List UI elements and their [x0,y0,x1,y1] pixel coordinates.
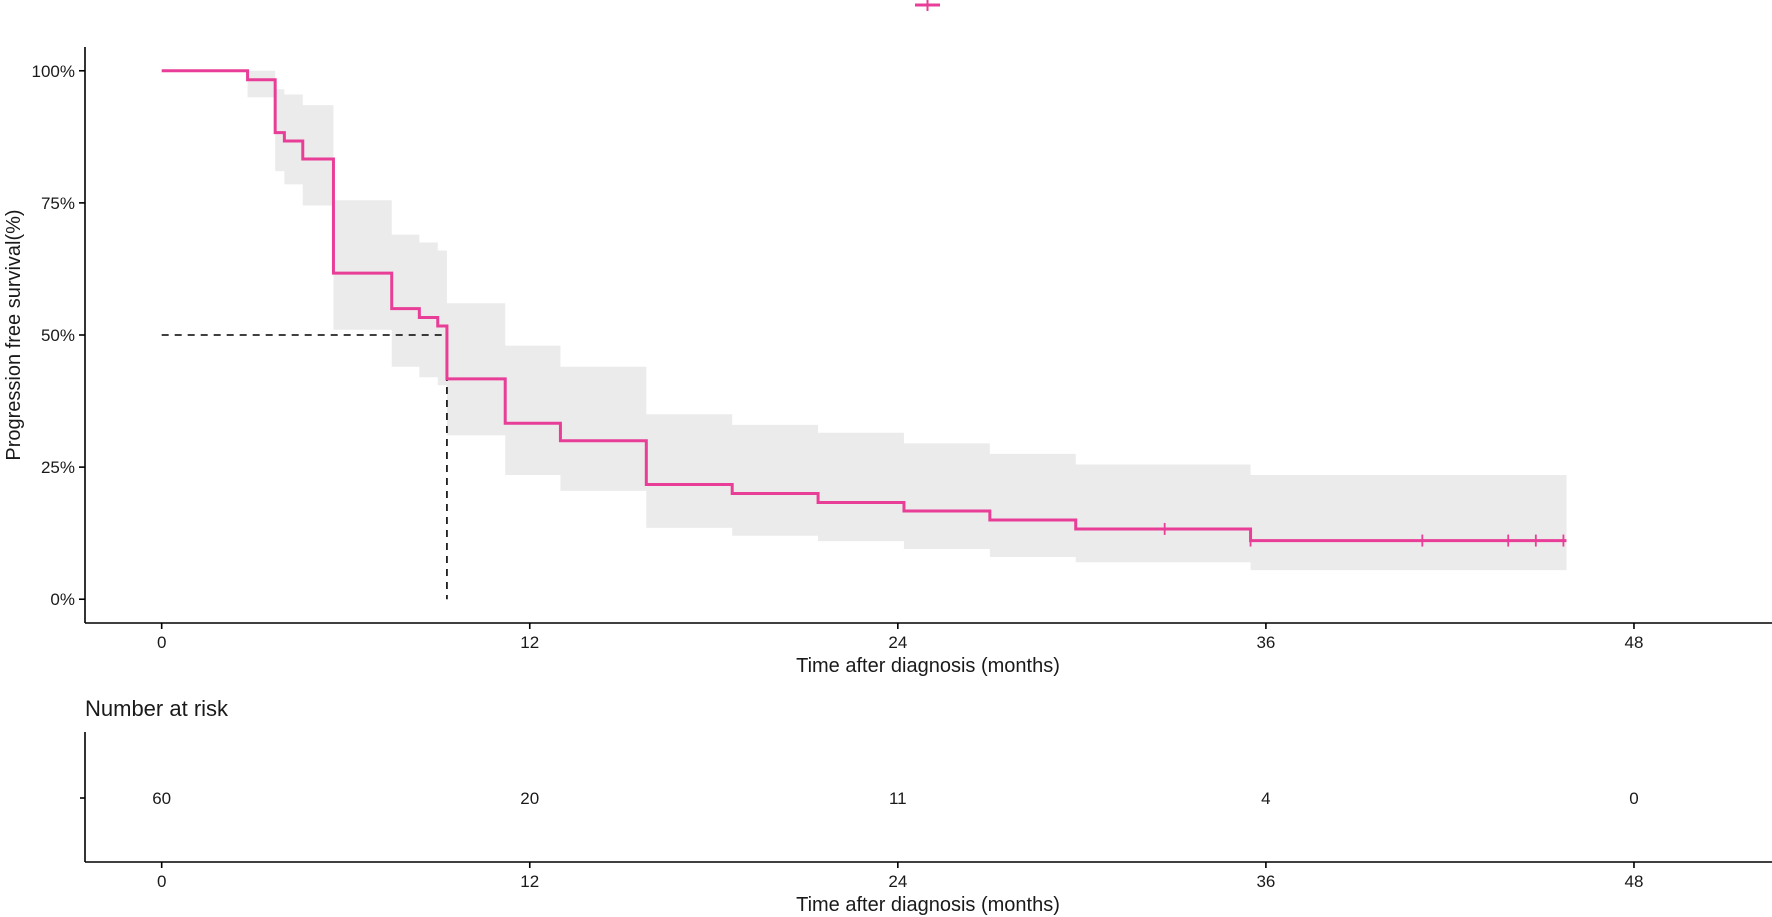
risk-x-tick-label: 36 [1256,872,1275,891]
y-tick-label: 75% [41,194,75,213]
risk-table-x-ticks: 0 12 24 36 48 [157,862,1643,891]
risk-value: 0 [1629,789,1638,808]
x-tick-label: 36 [1256,633,1275,652]
risk-table-title: Number at risk [85,696,229,721]
censor-marks [1163,522,1565,547]
x-tick-label: 24 [888,633,907,652]
y-tick-label: 0% [50,590,75,609]
risk-table: Number at risk 60 20 11 4 0 0 12 24 36 48 Time a… [80,696,1772,916]
risk-value: 11 [889,789,907,808]
risk-x-tick-label: 48 [1625,872,1644,891]
risk-x-tick-label: 24 [888,872,907,891]
risk-value: 20 [520,789,539,808]
x-axis-title: Time after diagnosis (months) [796,655,1060,677]
risk-value: 4 [1261,789,1270,808]
risk-x-tick-label: 0 [157,872,166,891]
survival-curve [161,69,1567,543]
y-axis-ticks: 0% 25% 50% 75% 100% [32,62,85,609]
x-tick-label: 0 [157,633,166,652]
survival-plot: 0% 25% 50% 75% 100% 0 12 24 36 48 Progression fr… [3,47,1772,677]
risk-value: 60 [152,789,171,808]
y-tick-label: 100% [32,62,75,81]
y-tick-label: 25% [41,458,75,477]
x-axis-ticks: 0 12 24 36 48 [157,623,1643,652]
risk-table-x-axis-title: Time after diagnosis (months) [796,894,1060,916]
risk-x-tick-label: 12 [520,872,539,891]
confidence-band [161,70,1567,571]
risk-values: 60 20 11 4 0 [152,789,1638,808]
x-tick-label: 48 [1625,633,1644,652]
y-axis-title: Progression free survival(%) [3,209,25,460]
y-tick-label: 50% [41,326,75,345]
x-tick-label: 12 [520,633,539,652]
legend [915,0,940,11]
